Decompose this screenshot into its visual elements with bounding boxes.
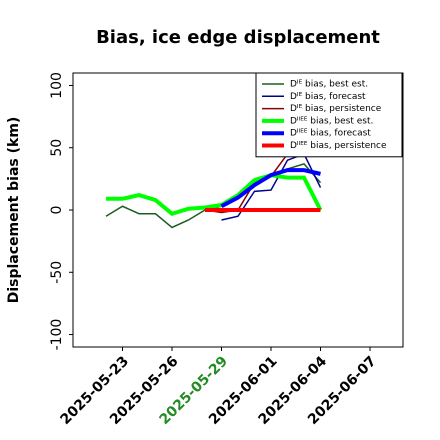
legend-label: Dᴵᴵᴱᴱ bias, best est.: [290, 116, 373, 126]
legend-label: Dᴵᴱ bias, best est.: [290, 80, 368, 90]
legend-label: Dᴵᴵᴱᴱ bias, forecast: [290, 129, 371, 139]
y-axis-label: Displacement bias (km): [6, 117, 22, 304]
chart-title: Bias, ice edge displacement: [96, 27, 380, 48]
series-line: [106, 173, 323, 216]
y-tick-label: 100: [49, 72, 65, 99]
legend-label: Dᴵᴵᴱᴱ bias, persistence: [290, 141, 387, 151]
y-tick-label: -100: [49, 319, 65, 351]
y-tick-label: -50: [49, 261, 65, 284]
series-line: [220, 168, 321, 209]
y-tick-label: 50: [49, 139, 65, 157]
legend-label: Dᴵᴱ bias, persistence: [290, 104, 382, 114]
y-tick-label: 0: [49, 206, 65, 215]
legend-box: [255, 72, 403, 158]
legend-label: Dᴵᴱ bias, forecast: [290, 92, 366, 102]
